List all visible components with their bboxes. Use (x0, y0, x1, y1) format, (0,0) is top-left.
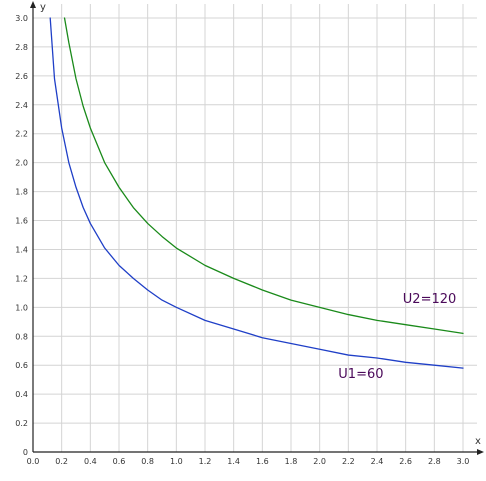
x-tick-label: 0.6 (113, 457, 126, 466)
curve-labels: U2=120 U1=60 (338, 292, 456, 382)
y-tick-label: 1.8 (15, 188, 28, 197)
axes (30, 1, 484, 455)
x-tick-label: 2.4 (371, 457, 384, 466)
x-tick-label: 1.2 (199, 457, 212, 466)
y-tick-label: 2.8 (15, 43, 28, 52)
y-tick-label: 0 (23, 448, 28, 457)
x-tick-label: 0.0 (27, 457, 40, 466)
x-tick-label: 1.8 (285, 457, 298, 466)
x-tick-label: 2.0 (313, 457, 326, 466)
x-tick-label: 2.2 (342, 457, 355, 466)
y-tick-label: 2.0 (15, 159, 28, 168)
x-tick-label: 1.4 (227, 457, 240, 466)
x-tick-labels: 0.0 0.2 0.4 0.6 0.8 1.0 1.2 1.4 1.6 1.8 2.0 2.2 2.4 2… (27, 457, 470, 466)
curves (49, 17, 464, 369)
x-tick-label: 0.2 (55, 457, 68, 466)
y-tick-label: 0.2 (15, 419, 28, 428)
series-line-2 (63, 17, 464, 335)
y-tick-label: 2.2 (15, 130, 28, 139)
x-axis-label: x (475, 436, 481, 447)
y-tick-label: 1.2 (15, 274, 28, 283)
x-tick-label: 2.6 (399, 457, 412, 466)
x-axis-arrow (477, 449, 484, 455)
y-tick-label: 1.0 (15, 303, 28, 312)
x-tick-label: 0.4 (84, 457, 97, 466)
curve-label-2: U1=60 (338, 367, 383, 382)
y-tick-label: 0.4 (15, 390, 28, 399)
y-tick-label: 0.6 (15, 361, 28, 370)
y-tick-label: 1.6 (15, 217, 28, 226)
y-tick-label: 0.8 (15, 332, 28, 341)
x-tick-label: 1.0 (170, 457, 183, 466)
series-line-1 (49, 17, 464, 369)
curve-label-1: U2=120 (403, 292, 457, 307)
y-axis-arrow (30, 1, 36, 8)
y-tick-label: 1.4 (15, 245, 28, 254)
y-axis-label: y (40, 2, 46, 13)
x-tick-label: 0.8 (141, 457, 154, 466)
grid (32, 4, 477, 453)
x-tick-label: 2.8 (428, 457, 441, 466)
y-tick-label: 3.0 (15, 14, 28, 23)
y-tick-label: 2.4 (15, 101, 28, 110)
y-tick-labels: 0 0.2 0.4 0.6 0.8 1.0 1.2 1.4 1.6 1.8 2.0 2.2 2.4 2.6… (15, 14, 28, 457)
x-tick-label: 3.0 (457, 457, 470, 466)
y-tick-label: 2.6 (15, 72, 28, 81)
x-tick-label: 1.6 (256, 457, 269, 466)
